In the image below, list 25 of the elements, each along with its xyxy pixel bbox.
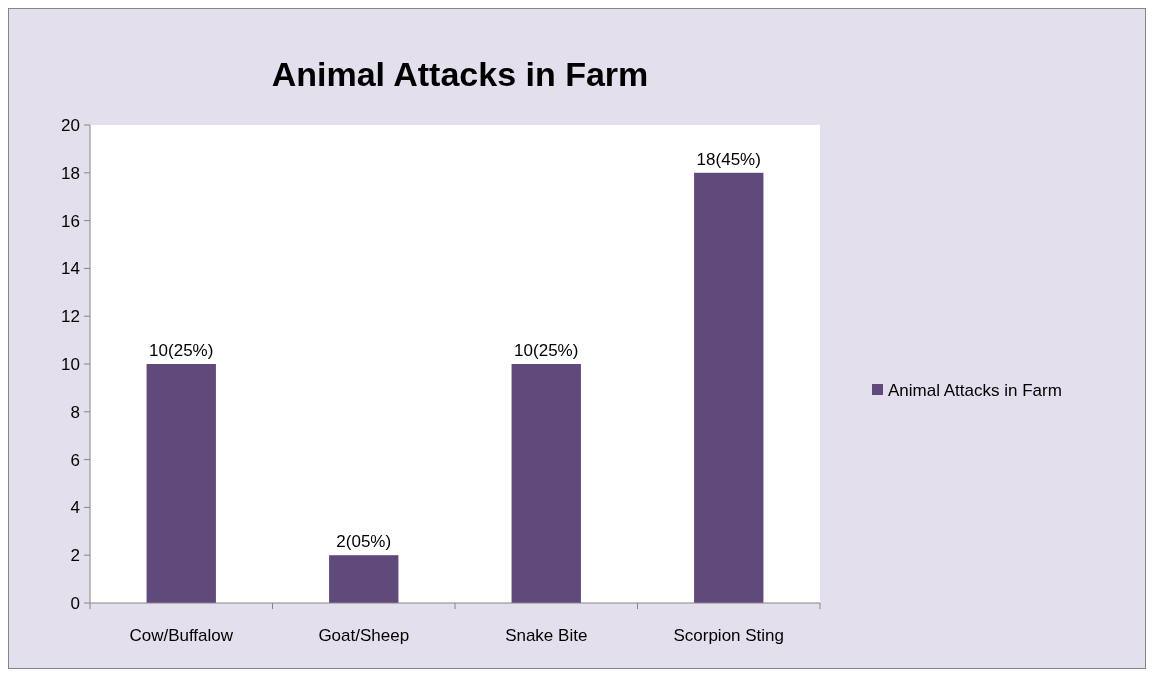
y-tick-label: 2 — [70, 546, 80, 566]
y-tick-label: 16 — [61, 211, 80, 231]
y-tick-label: 18 — [61, 163, 80, 183]
data-label: 18(45%) — [696, 149, 761, 169]
y-tick-label: 20 — [61, 115, 80, 135]
bar — [511, 364, 581, 603]
data-label: 2(05%) — [336, 532, 392, 552]
x-tick-label: Cow/Buffalow — [129, 626, 234, 645]
y-tick-label: 4 — [70, 498, 80, 518]
data-label: 10(25%) — [514, 341, 579, 360]
x-tick-label: Snake Bite — [505, 626, 588, 645]
y-tick-label: 6 — [70, 450, 80, 470]
chart-title: Animal Attacks in Farm — [271, 55, 649, 93]
x-tick-label: Goat/Sheep — [318, 626, 410, 645]
y-tick-label: 0 — [70, 593, 80, 613]
y-tick-label: 8 — [70, 402, 80, 422]
y-tick-label: 10 — [61, 354, 80, 374]
bar — [694, 172, 764, 603]
y-tick-label: 14 — [61, 259, 80, 279]
legend-label: Animal Attacks in Farm — [888, 380, 1062, 400]
bar — [146, 364, 216, 603]
bar — [329, 555, 399, 603]
y-tick-label: 12 — [61, 307, 80, 327]
data-label: 10(25%) — [149, 341, 214, 360]
x-tick-label: Scorpion Sting — [673, 626, 785, 645]
